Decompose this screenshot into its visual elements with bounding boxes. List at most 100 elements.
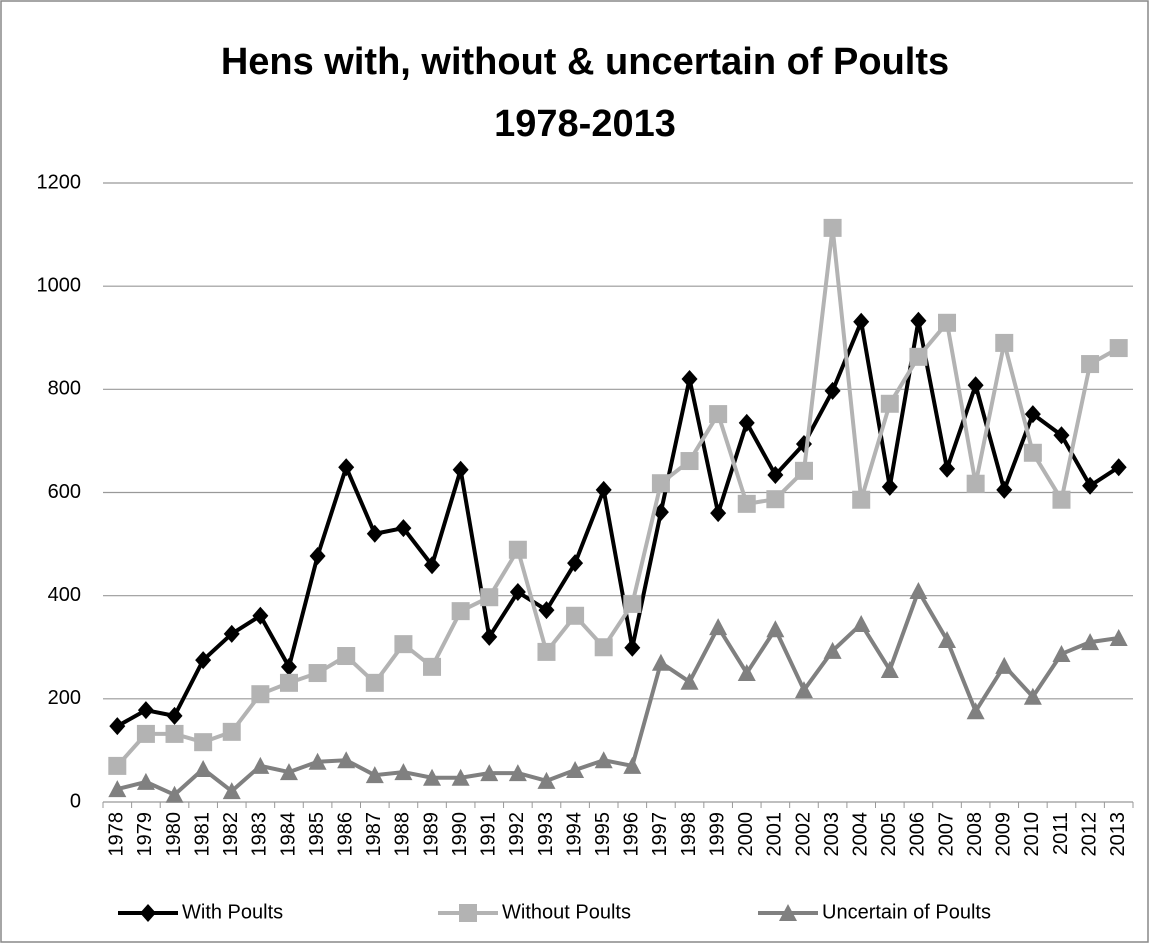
marker (223, 624, 240, 643)
x-tick-label: 1983 (249, 812, 271, 857)
marker (1053, 426, 1070, 445)
marker (852, 615, 871, 633)
series-line (116, 318, 1120, 728)
marker (996, 480, 1013, 499)
marker (709, 405, 728, 424)
x-tick-label: 2008 (964, 812, 986, 857)
x-tick-label: 2002 (792, 812, 814, 857)
marker (910, 311, 927, 330)
marker (624, 638, 641, 657)
marker (794, 461, 813, 480)
marker (508, 540, 527, 559)
marker (710, 504, 727, 523)
marker (967, 376, 984, 395)
marker (1023, 443, 1042, 462)
marker (566, 761, 585, 779)
x-tick-label: 1988 (392, 812, 414, 857)
marker (966, 474, 985, 493)
marker (651, 653, 670, 671)
marker (995, 656, 1014, 674)
marker (766, 490, 785, 509)
legend-label: Uncertain of Poults (822, 901, 991, 923)
marker (938, 631, 957, 649)
marker (338, 458, 355, 477)
y-tick-label: 1000 (37, 274, 82, 296)
marker (165, 785, 184, 803)
x-tick-label: 1994 (563, 812, 585, 857)
marker (109, 717, 126, 736)
marker (140, 904, 156, 922)
x-tick-label: 1992 (506, 812, 528, 857)
x-tick-label: 1980 (163, 812, 185, 857)
x-tick-label: 1993 (535, 812, 557, 857)
x-tick-label: 1996 (621, 812, 643, 857)
marker (195, 651, 212, 670)
marker (1110, 458, 1127, 477)
x-tick-label: 1985 (306, 812, 328, 857)
y-tick-label: 400 (48, 584, 81, 606)
x-tick-label: 1984 (277, 812, 299, 857)
chart-title: Hens with, without & uncertain of Poults (221, 41, 949, 83)
marker (251, 685, 270, 704)
x-tick-label: 2010 (1021, 812, 1043, 857)
x-tick-label: 2001 (764, 812, 786, 857)
marker (452, 460, 469, 479)
marker (909, 347, 928, 366)
marker (537, 771, 556, 789)
x-tick-label: 1999 (706, 812, 728, 857)
marker (308, 752, 327, 770)
marker (194, 733, 213, 752)
marker (1023, 687, 1042, 705)
marker (823, 218, 842, 237)
marker (222, 722, 241, 741)
marker (451, 602, 470, 621)
x-tick-label: 1989 (420, 812, 442, 857)
marker (108, 780, 127, 798)
marker (594, 751, 613, 769)
x-tick-label: 2012 (1078, 812, 1100, 857)
marker (252, 606, 269, 625)
y-tick-label: 200 (48, 687, 81, 709)
marker (137, 701, 154, 720)
marker (251, 756, 270, 774)
x-tick-label: 2006 (907, 812, 929, 857)
marker (136, 772, 155, 790)
marker (853, 312, 870, 331)
y-tick-label: 600 (48, 481, 81, 503)
marker (279, 673, 298, 692)
x-tick-label: 2003 (821, 812, 843, 857)
x-tick-label: 2000 (735, 812, 757, 857)
x-tick-label: 1997 (649, 812, 671, 857)
marker (779, 904, 797, 921)
marker (480, 588, 499, 607)
marker (480, 764, 499, 782)
marker (938, 313, 957, 332)
marker (365, 673, 384, 692)
marker (1109, 628, 1128, 646)
series-line (116, 589, 1119, 797)
y-tick-label: 1200 (37, 171, 82, 193)
x-tick-label: 2004 (849, 812, 871, 857)
marker (394, 763, 413, 781)
marker (594, 638, 613, 657)
marker (459, 904, 477, 922)
y-tick-label: 0 (70, 790, 81, 812)
marker (481, 627, 498, 646)
marker (1024, 405, 1041, 424)
marker (538, 601, 555, 620)
marker (652, 503, 669, 522)
marker (337, 647, 356, 666)
marker (567, 554, 584, 573)
marker (1082, 476, 1099, 495)
marker (1052, 490, 1071, 509)
marker (337, 751, 356, 769)
marker (309, 546, 326, 565)
marker (824, 381, 841, 400)
marker (680, 672, 699, 690)
x-tick-label: 1995 (592, 812, 614, 857)
marker (537, 642, 556, 661)
marker (681, 370, 698, 389)
marker (709, 618, 728, 636)
x-tick-label: 2007 (935, 812, 957, 857)
